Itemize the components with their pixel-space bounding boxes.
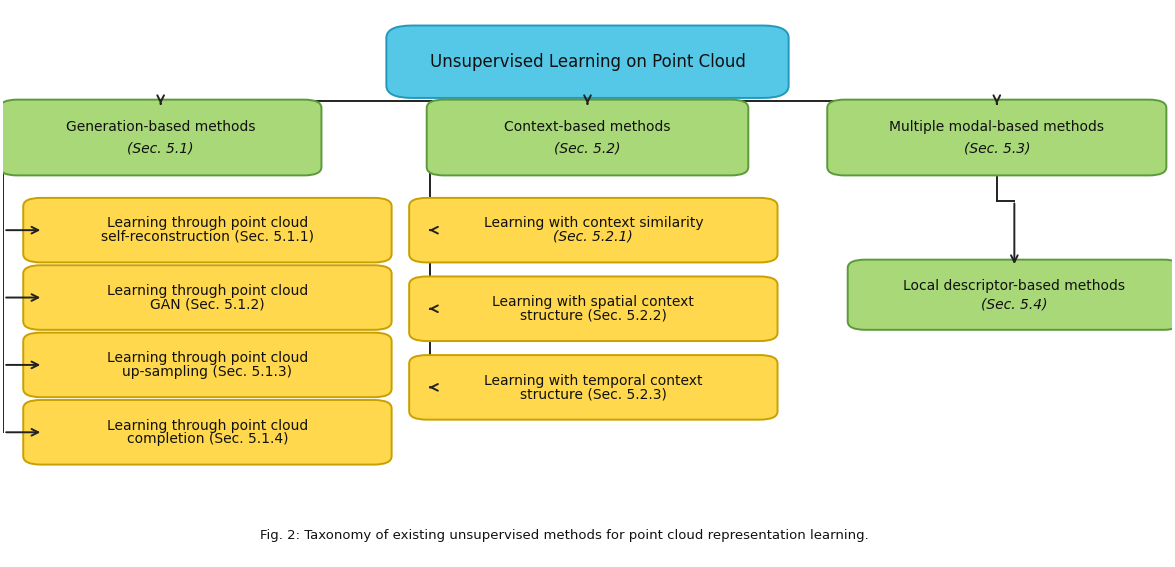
- Text: Learning through point cloud: Learning through point cloud: [107, 418, 308, 433]
- Text: structure (Sec. 5.2.3): structure (Sec. 5.2.3): [519, 387, 666, 401]
- FancyBboxPatch shape: [827, 100, 1167, 175]
- Text: Multiple modal-based methods: Multiple modal-based methods: [889, 120, 1104, 134]
- Text: Context-based methods: Context-based methods: [504, 120, 671, 134]
- Text: Fig. 2: Taxonomy of existing unsupervised methods for point cloud representation: Fig. 2: Taxonomy of existing unsupervise…: [260, 528, 868, 541]
- FancyBboxPatch shape: [24, 333, 391, 397]
- FancyBboxPatch shape: [387, 26, 788, 98]
- Text: completion (Sec. 5.1.4): completion (Sec. 5.1.4): [127, 432, 288, 446]
- Text: (Sec. 5.2): (Sec. 5.2): [555, 142, 620, 156]
- Text: Learning with spatial context: Learning with spatial context: [492, 295, 694, 309]
- Text: Learning through point cloud: Learning through point cloud: [107, 217, 308, 230]
- Text: (Sec. 5.1): (Sec. 5.1): [127, 142, 194, 156]
- Text: (Sec. 5.3): (Sec. 5.3): [963, 142, 1030, 156]
- FancyBboxPatch shape: [409, 355, 778, 420]
- Text: (Sec. 5.4): (Sec. 5.4): [981, 298, 1048, 312]
- FancyBboxPatch shape: [847, 260, 1175, 330]
- Text: Unsupervised Learning on Point Cloud: Unsupervised Learning on Point Cloud: [430, 53, 745, 71]
- FancyBboxPatch shape: [427, 100, 748, 175]
- FancyBboxPatch shape: [24, 198, 391, 263]
- Text: Learning through point cloud: Learning through point cloud: [107, 351, 308, 365]
- FancyBboxPatch shape: [24, 265, 391, 330]
- Text: Generation-based methods: Generation-based methods: [66, 120, 255, 134]
- Text: Learning through point cloud: Learning through point cloud: [107, 284, 308, 298]
- Text: GAN (Sec. 5.1.2): GAN (Sec. 5.1.2): [150, 297, 264, 311]
- FancyBboxPatch shape: [0, 100, 322, 175]
- Text: self-reconstruction (Sec. 5.1.1): self-reconstruction (Sec. 5.1.1): [101, 230, 314, 244]
- Text: Learning with temporal context: Learning with temporal context: [484, 374, 703, 388]
- Text: Local descriptor-based methods: Local descriptor-based methods: [904, 279, 1126, 293]
- FancyBboxPatch shape: [24, 400, 391, 464]
- Text: Learning with context similarity: Learning with context similarity: [484, 217, 703, 230]
- Text: structure (Sec. 5.2.2): structure (Sec. 5.2.2): [519, 308, 666, 323]
- FancyBboxPatch shape: [409, 277, 778, 341]
- Text: up-sampling (Sec. 5.1.3): up-sampling (Sec. 5.1.3): [122, 365, 293, 379]
- Text: (Sec. 5.2.1): (Sec. 5.2.1): [553, 230, 633, 244]
- FancyBboxPatch shape: [409, 198, 778, 263]
